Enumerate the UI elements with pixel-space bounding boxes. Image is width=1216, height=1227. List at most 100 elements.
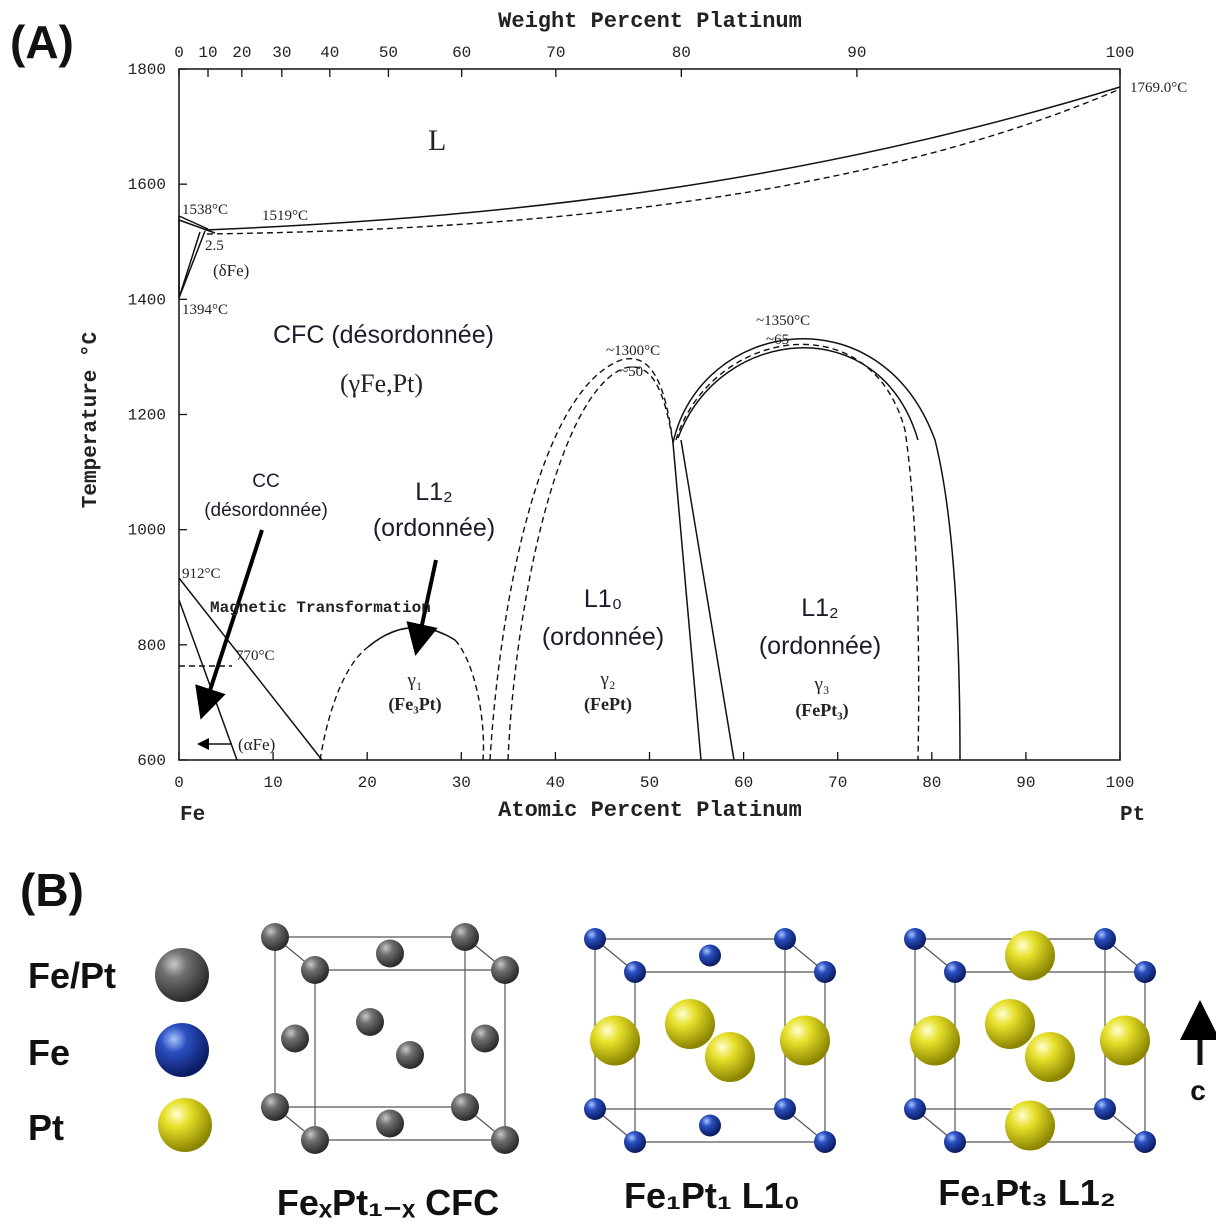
top-tick-label: 20 <box>232 44 251 62</box>
annotation: 1394°C <box>182 302 228 318</box>
x-tick-label: 60 <box>734 774 753 792</box>
annotation: 912°C <box>182 566 221 582</box>
top-tick-label: 100 <box>1106 44 1135 62</box>
atom <box>904 1098 926 1120</box>
annotation: CFC (désordonnée) <box>273 321 494 349</box>
annotation: 1538°C <box>182 202 228 218</box>
crystal-structures <box>261 923 1156 1154</box>
atom <box>396 1041 424 1069</box>
legend-label: Fe <box>28 1032 70 1073</box>
atom <box>705 1032 755 1082</box>
annotation: (δFe) <box>213 261 249 280</box>
annotation: (ordonnée) <box>759 632 881 660</box>
annotation: 770°C <box>236 648 275 664</box>
top-tick-label: 60 <box>452 44 471 62</box>
x-tick-label: 80 <box>922 774 941 792</box>
annotation: γ₂ <box>599 669 615 690</box>
atom <box>281 1024 309 1053</box>
y-tick-label: 1800 <box>128 61 166 79</box>
legend-sphere <box>155 948 209 1002</box>
atom <box>780 1015 830 1066</box>
atom <box>1005 1100 1055 1151</box>
annotation: (Fe₃Pt) <box>388 694 441 715</box>
atom <box>699 944 721 967</box>
annotation: (désordonnée) <box>204 500 328 521</box>
atom <box>904 928 926 950</box>
legend-sphere <box>158 1098 212 1152</box>
legend-sphere <box>155 1023 209 1077</box>
y-tick-label: 1000 <box>128 522 166 540</box>
top-tick-label: 80 <box>672 44 691 62</box>
annotations: L 1538°C 1519°C 2.5 (δFe) 1394°C CFC (dé… <box>182 80 1187 754</box>
x-tick-label: 70 <box>828 774 847 792</box>
legend-label: Pt <box>28 1107 64 1148</box>
annotation: (ordonnée) <box>373 514 495 542</box>
x-tick-label: 50 <box>640 774 659 792</box>
annotation: Magnetic Transformation <box>210 599 431 617</box>
top-tick-label: 70 <box>546 44 565 62</box>
phase-boundaries <box>178 86 1121 761</box>
atom <box>590 1015 640 1066</box>
atom <box>491 1126 519 1154</box>
atom <box>985 999 1035 1049</box>
top-tick-label: 50 <box>379 44 398 62</box>
annotation: (FePt) <box>584 694 632 715</box>
x-tick-label: 30 <box>452 774 471 792</box>
y-tick-label: 1600 <box>128 176 166 194</box>
x-axis-title: Atomic Percent Platinum <box>498 798 802 823</box>
y-axis-title: Temperature °C <box>80 331 103 508</box>
annotation: 1769.0°C <box>1130 80 1187 96</box>
y-tick-label: 1400 <box>128 291 166 309</box>
atom <box>356 1008 384 1036</box>
atom <box>814 961 836 983</box>
atom <box>1134 1131 1156 1153</box>
atom <box>1005 930 1055 981</box>
atom <box>584 928 606 950</box>
top-tick-label: 90 <box>847 44 866 62</box>
atom <box>1094 928 1116 950</box>
atom <box>944 1131 966 1153</box>
y-tick-label: 800 <box>137 637 166 655</box>
atom <box>665 999 715 1049</box>
atom <box>376 1109 404 1138</box>
y-tick-label: 1200 <box>128 407 166 425</box>
atom <box>301 956 329 984</box>
atom <box>1100 1015 1150 1066</box>
atom <box>814 1131 836 1153</box>
annotation: 1519°C <box>262 208 308 224</box>
top-tick-label: 30 <box>272 44 291 62</box>
annotation: L1₀ <box>584 585 622 613</box>
atom <box>261 923 289 951</box>
atom <box>774 1098 796 1120</box>
atom <box>699 1114 721 1137</box>
x-tick-label: 90 <box>1016 774 1035 792</box>
left-end-label: Fe <box>180 804 205 827</box>
panel-label: (A) <box>10 16 74 68</box>
c-axis-label: c <box>1190 1075 1206 1106</box>
structure-caption: Fe₁Pt₃ L1₂ <box>938 1172 1116 1213</box>
atom <box>1094 1098 1116 1120</box>
atom <box>944 961 966 983</box>
atom <box>624 1131 646 1153</box>
annotation: L1₂ <box>801 594 839 622</box>
top-tick-label: 40 <box>320 44 339 62</box>
x-tick-label: 40 <box>546 774 565 792</box>
top-axis-title: Weight Percent Platinum <box>498 9 802 34</box>
atom <box>376 939 404 968</box>
annotation: ~65 <box>766 332 789 348</box>
annotation: γ₃ <box>813 674 829 695</box>
legend-label: Fe/Pt <box>28 955 116 996</box>
structure-caption: FeₓPt₁₋ₓ CFC <box>277 1182 499 1223</box>
top-tick-label: 0 <box>174 44 184 62</box>
atom <box>451 923 479 951</box>
x-tick-label: 20 <box>358 774 377 792</box>
atom <box>491 956 519 984</box>
plot-frame <box>178 68 1121 761</box>
panel-label: (B) <box>20 864 84 916</box>
annotation: γ₁ <box>406 670 422 691</box>
annotation: (ordonnée) <box>542 623 664 651</box>
annotation: (αFe) <box>238 735 275 754</box>
atom <box>624 961 646 983</box>
atom <box>774 928 796 950</box>
